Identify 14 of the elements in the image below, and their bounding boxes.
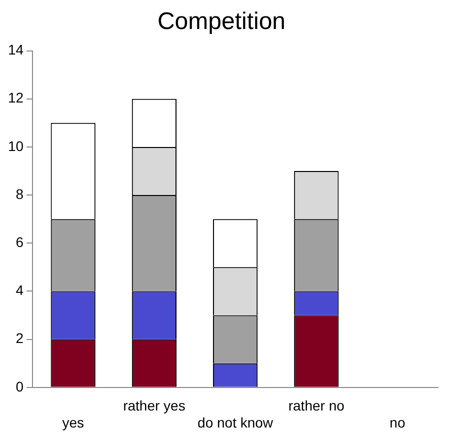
- x-tick-label: rather no: [288, 398, 345, 414]
- y-tick-label: 6: [16, 234, 24, 250]
- chart-title: Competition: [157, 8, 286, 36]
- y-tick-label: 14: [8, 42, 24, 58]
- x-tick-label: do not know: [198, 414, 274, 430]
- y-tick-label: 4: [16, 282, 24, 298]
- y-tick-label: 12: [8, 90, 24, 106]
- y-tick-label: 0: [16, 378, 24, 394]
- y-tick-label: 10: [8, 138, 24, 154]
- x-tick-label: no: [390, 414, 406, 430]
- y-tick-label: 2: [16, 330, 24, 346]
- x-tick-label: yes: [62, 414, 84, 430]
- x-tick-label: rather yes: [123, 398, 186, 414]
- y-tick-label: 8: [16, 186, 24, 202]
